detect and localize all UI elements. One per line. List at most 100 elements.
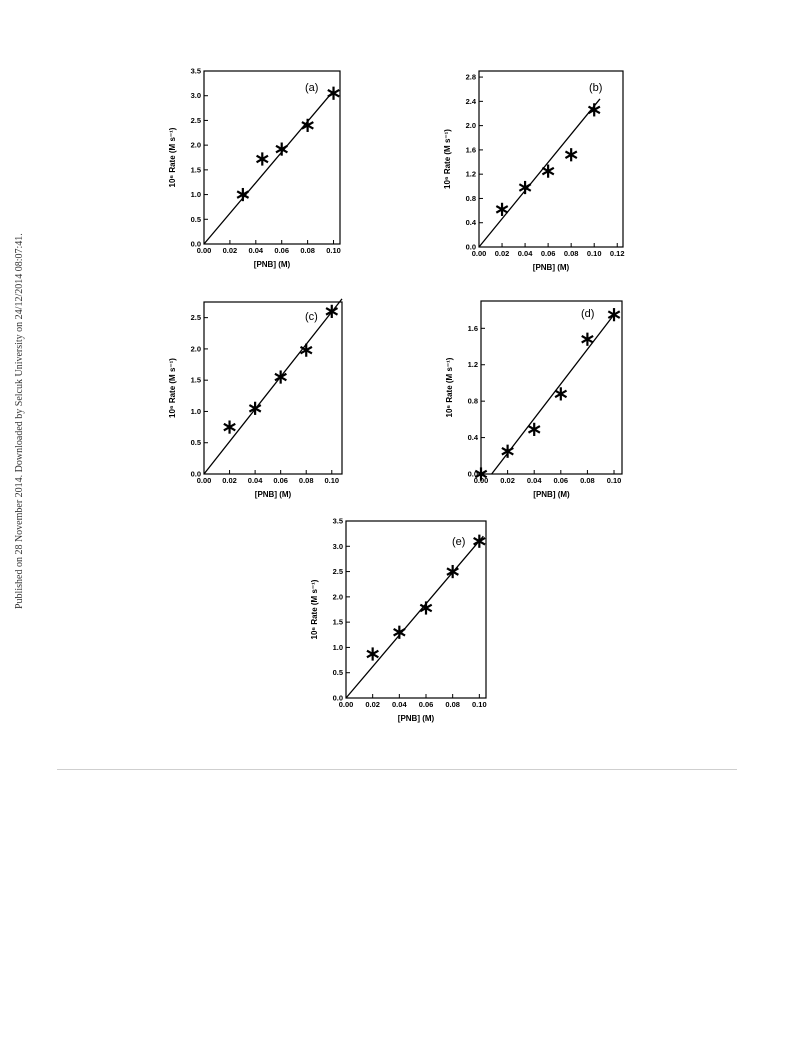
x-tick-label: 0.08 bbox=[580, 476, 595, 485]
chart-panel-4: 0.000.020.040.060.080.100.00.40.81.21.6[… bbox=[445, 300, 623, 499]
data-point bbox=[327, 86, 340, 100]
asterisk-stroke bbox=[223, 422, 236, 432]
y-tick-label: 3.0 bbox=[191, 91, 201, 100]
panel-label: (c) bbox=[305, 311, 318, 323]
y-axis-label: 10⁶ Rate (M s⁻¹) bbox=[445, 357, 454, 417]
plot-frame bbox=[203, 70, 341, 245]
y-tick-label: 0.0 bbox=[466, 243, 476, 252]
asterisk-stroke bbox=[495, 205, 509, 214]
y-axis-label: 10⁶ Rate (M s⁻¹) bbox=[443, 129, 452, 189]
y-tick-label: 0.4 bbox=[468, 433, 479, 442]
asterisk-stroke bbox=[501, 446, 514, 456]
y-tick-label: 1.5 bbox=[191, 376, 201, 385]
y-tick-label: 0.4 bbox=[466, 218, 477, 227]
asterisk-stroke bbox=[541, 166, 555, 176]
y-tick-label: 2.8 bbox=[466, 73, 476, 82]
y-tick-label: 1.5 bbox=[191, 165, 201, 174]
x-tick-label: 0.10 bbox=[472, 700, 487, 709]
x-tick-label: 0.04 bbox=[249, 246, 264, 255]
data-point bbox=[587, 103, 601, 117]
x-tick-label: 0.10 bbox=[324, 476, 339, 485]
data-point bbox=[256, 152, 269, 166]
y-tick-label: 2.4 bbox=[466, 97, 477, 106]
asterisk-stroke bbox=[607, 310, 621, 319]
y-tick-label: 1.2 bbox=[468, 360, 478, 369]
x-axis-label: [PNB] (M) bbox=[254, 260, 291, 269]
asterisk-stroke bbox=[446, 567, 459, 576]
asterisk-stroke bbox=[366, 649, 379, 659]
asterisk-stroke bbox=[274, 372, 287, 382]
y-tick-label: 0.5 bbox=[191, 215, 201, 224]
panel-label: (e) bbox=[452, 536, 465, 548]
asterisk-stroke bbox=[587, 105, 601, 115]
fit-line bbox=[203, 90, 335, 245]
data-point bbox=[501, 444, 514, 458]
y-tick-label: 0.0 bbox=[191, 470, 201, 479]
divider-line bbox=[57, 769, 737, 770]
x-tick-label: 0.06 bbox=[541, 249, 556, 258]
x-tick-label: 0.04 bbox=[527, 476, 542, 485]
data-point bbox=[248, 401, 262, 415]
data-point bbox=[274, 370, 287, 384]
x-tick-label: 0.04 bbox=[248, 476, 263, 485]
x-tick-label: 0.04 bbox=[392, 700, 407, 709]
y-tick-label: 1.0 bbox=[191, 407, 201, 416]
asterisk-stroke bbox=[393, 628, 406, 637]
y-tick-label: 1.6 bbox=[468, 324, 478, 333]
data-point bbox=[393, 625, 406, 639]
x-axis-label: [PNB] (M) bbox=[255, 490, 292, 499]
asterisk-stroke bbox=[473, 536, 486, 546]
asterisk-stroke bbox=[474, 469, 488, 479]
y-tick-label: 2.0 bbox=[333, 592, 343, 601]
asterisk-stroke bbox=[581, 334, 594, 344]
panel-label: (b) bbox=[589, 82, 602, 94]
panel-label: (a) bbox=[305, 82, 318, 94]
y-tick-label: 2.5 bbox=[333, 567, 343, 576]
y-tick-label: 2.0 bbox=[466, 121, 476, 130]
x-axis-label: [PNB] (M) bbox=[398, 714, 435, 723]
x-tick-label: 0.06 bbox=[273, 476, 288, 485]
chart-panel-3: 0.00 0.02 0.04 0.06 0.08 0.10 0.0 0.5 1.0 1.5 2.0 2… bbox=[168, 298, 343, 499]
data-point bbox=[275, 142, 288, 156]
data-point bbox=[419, 601, 433, 615]
y-tick-label: 0.0 bbox=[333, 694, 343, 703]
chart-panel-1: 0.00 0.02 0.04 0.06 0.08 0.10 0.0 0.5 1.0 1.5 2.0 2… bbox=[168, 67, 341, 270]
x-tick-label: 0.06 bbox=[274, 246, 289, 255]
y-tick-label: 2.5 bbox=[191, 313, 201, 322]
y-tick-label: 0.0 bbox=[468, 470, 478, 479]
x-tick-label: 0.02 bbox=[365, 700, 380, 709]
y-tick-label: 1.5 bbox=[333, 618, 343, 627]
plot-frame bbox=[480, 300, 623, 475]
data-point bbox=[325, 304, 339, 318]
data-point bbox=[223, 420, 236, 434]
y-tick-label: 0.5 bbox=[191, 438, 201, 447]
chart-panel-2: 0.00 0.02 0.04 0.06 0.08 0.10 0.12 0.0 0.4 0.8 1.2… bbox=[443, 70, 625, 272]
x-tick-label: 0.00 bbox=[197, 246, 212, 255]
plot-frame bbox=[345, 520, 487, 699]
x-tick-label: 0.04 bbox=[518, 249, 533, 258]
y-tick-label: 0.8 bbox=[466, 194, 476, 203]
y-tick-label: 1.0 bbox=[333, 643, 343, 652]
data-point bbox=[554, 387, 568, 401]
asterisk-stroke bbox=[518, 183, 532, 192]
y-tick-label: 3.5 bbox=[333, 517, 343, 526]
data-point bbox=[366, 647, 379, 661]
asterisk-stroke bbox=[527, 425, 541, 434]
plot-frame bbox=[203, 301, 343, 475]
x-tick-label: 0.00 bbox=[197, 476, 212, 485]
asterisk-stroke bbox=[256, 154, 269, 164]
x-axis-label: [PNB] (M) bbox=[533, 490, 570, 499]
x-tick-label: 0.10 bbox=[326, 246, 341, 255]
asterisk-stroke bbox=[275, 144, 288, 154]
y-tick-label: 0.8 bbox=[468, 397, 478, 406]
y-axis-label: 10⁶ Rate (M s⁻¹) bbox=[168, 358, 177, 418]
y-tick-label: 1.2 bbox=[466, 170, 476, 179]
x-tick-label: 0.12 bbox=[610, 249, 625, 258]
asterisk-stroke bbox=[299, 345, 313, 355]
fit-line bbox=[478, 98, 601, 248]
data-point bbox=[581, 332, 594, 346]
data-point bbox=[299, 343, 313, 357]
y-tick-label: 1.0 bbox=[191, 190, 201, 199]
data-point bbox=[527, 422, 541, 436]
y-tick-label: 3.5 bbox=[191, 67, 201, 76]
